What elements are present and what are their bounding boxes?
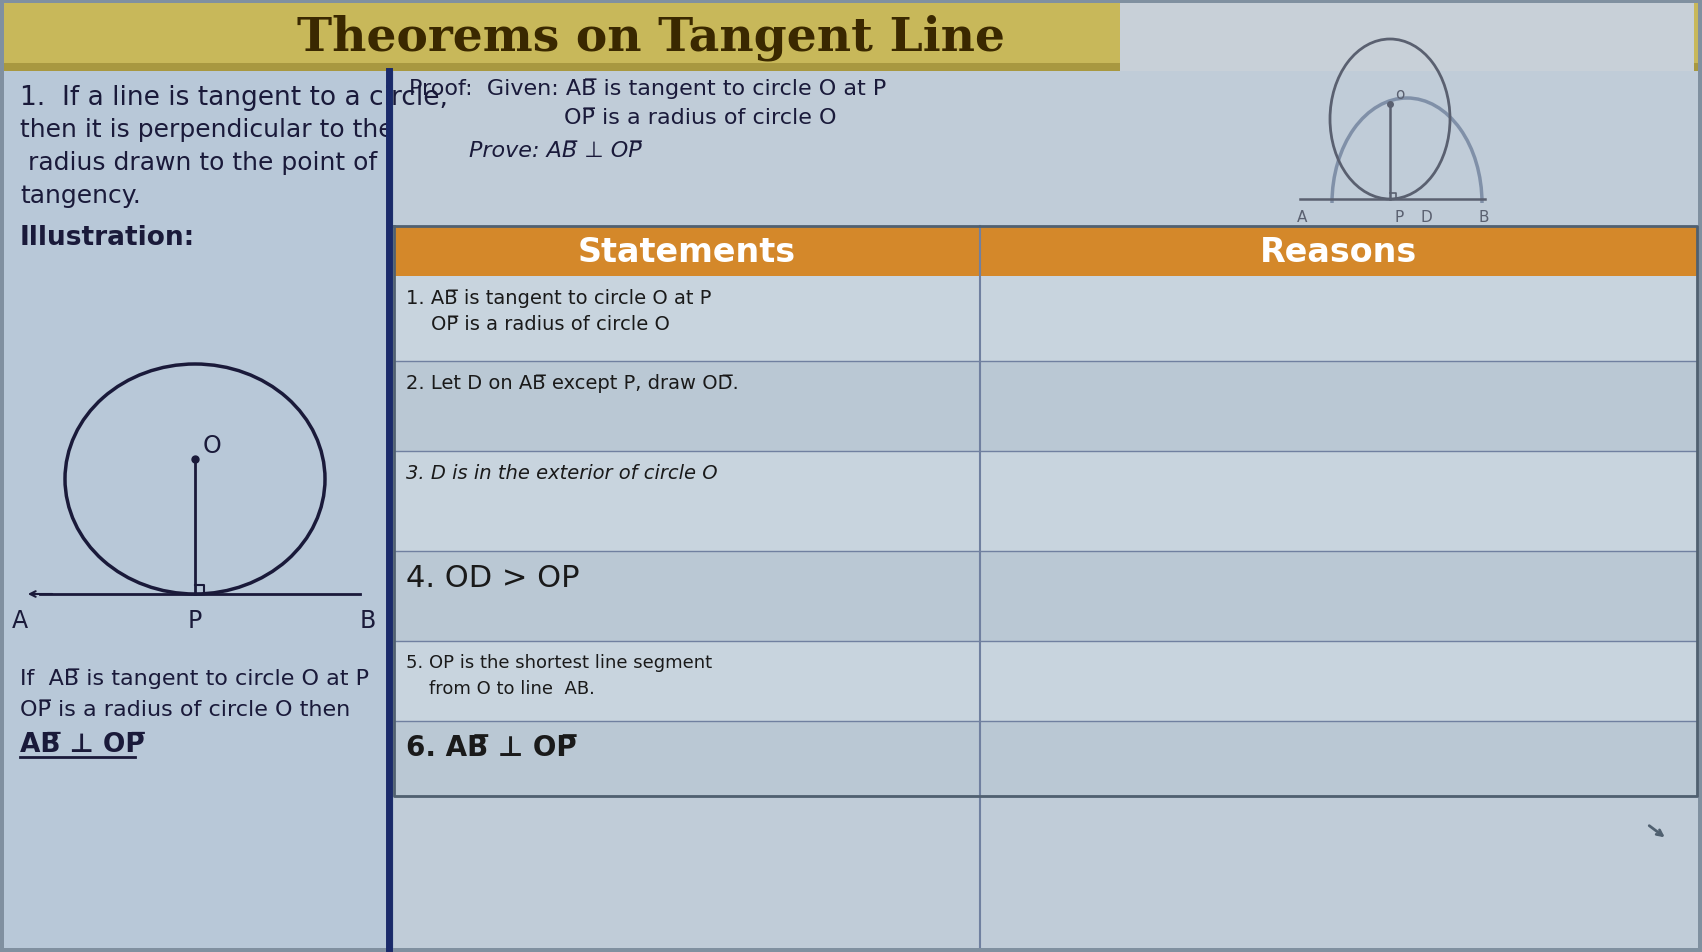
Text: tangency.: tangency. [20,184,141,208]
Bar [393,451,1697,551]
Text: o: o [1396,87,1404,102]
Text: Proof:  Given: AB̅ is tangent to circle O at P: Proof: Given: AB̅ is tangent to circle O… [408,78,887,98]
Text: from O to line  AB.: from O to line AB. [407,680,596,697]
Bar [393,72,1699,948]
Text: 2. Let D on AB̅ except P, draw OD̅.: 2. Let D on AB̅ except P, draw OD̅. [407,373,739,392]
Text: 1. AB̅ is tangent to circle O at P: 1. AB̅ is tangent to circle O at P [407,288,711,307]
Bar [3,64,1699,72]
Text: then it is perpendicular to the: then it is perpendicular to the [20,118,393,142]
Bar [393,277,1697,362]
Text: P: P [1394,209,1402,225]
Text: B: B [359,608,376,632]
Bar [393,642,1697,722]
Text: 3. D is in the exterior of circle O: 3. D is in the exterior of circle O [407,464,718,483]
Text: B: B [1477,209,1489,225]
Text: Prove: AB̅ ⊥ OP̅: Prove: AB̅ ⊥ OP̅ [470,141,642,161]
Bar [1120,4,1693,214]
Text: 4. OD > OP: 4. OD > OP [407,564,579,592]
Bar [3,4,1699,72]
Bar [3,72,390,948]
Text: O: O [203,433,221,458]
Text: 5. OP is the shortest line segment: 5. OP is the shortest line segment [407,653,711,671]
Bar [393,362,1697,451]
Text: OP̅ is a radius of circle O then: OP̅ is a radius of circle O then [20,700,351,720]
Text: 6. AB̅ ⊥ OP̅: 6. AB̅ ⊥ OP̅ [407,733,577,762]
Text: AB̅ ⊥ OP̅: AB̅ ⊥ OP̅ [20,731,145,757]
Text: A: A [1297,209,1307,225]
Text: Reasons: Reasons [1259,235,1418,268]
Bar [393,796,1699,947]
Text: OP̅ is a radius of circle O: OP̅ is a radius of circle O [563,108,836,128]
Bar [393,551,1697,642]
Text: Statements: Statements [579,235,797,268]
Bar [393,722,1697,796]
Text: If  AB̅ is tangent to circle O at P: If AB̅ is tangent to circle O at P [20,667,369,688]
Text: A: A [12,608,27,632]
Text: radius drawn to the point of: radius drawn to the point of [20,150,378,175]
Text: P: P [187,608,203,632]
Text: Illustration:: Illustration: [20,225,196,250]
Bar [393,227,1697,277]
Text: OP̅ is a radius of circle O: OP̅ is a radius of circle O [407,315,671,333]
Text: D: D [1419,209,1431,225]
Text: 1.  If a line is tangent to a circle,: 1. If a line is tangent to a circle, [20,85,448,110]
Text: Theorems on Tangent Line: Theorems on Tangent Line [298,14,1004,61]
